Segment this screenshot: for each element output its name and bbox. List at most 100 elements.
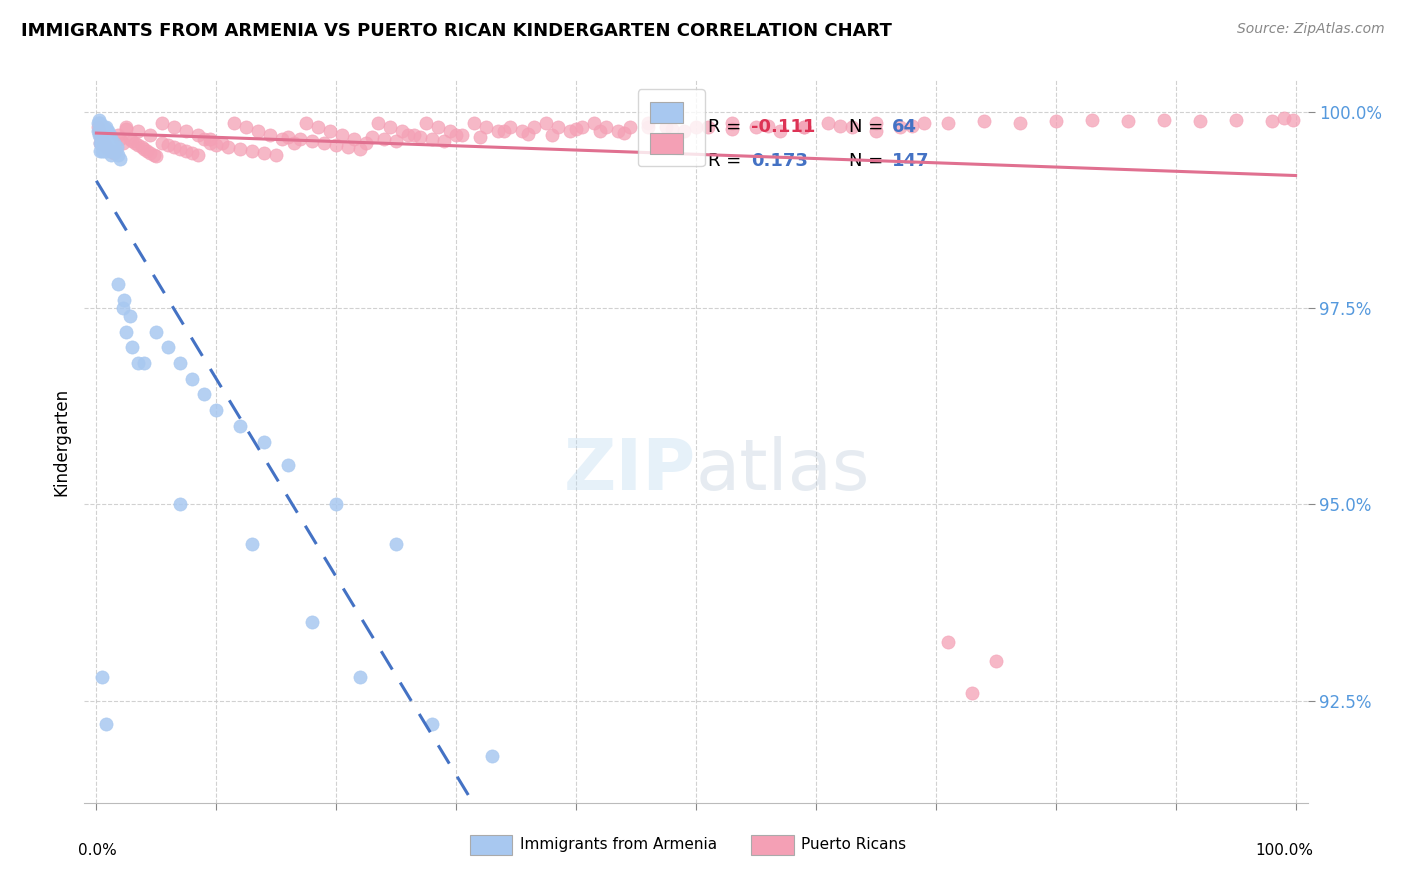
Point <box>112 293 135 308</box>
Point <box>361 129 384 144</box>
Point <box>134 356 156 370</box>
Point <box>510 124 533 138</box>
Point <box>685 120 707 135</box>
Bar <box>751 835 794 855</box>
Point <box>409 129 432 144</box>
Point <box>139 145 162 160</box>
Text: N =: N = <box>849 119 889 136</box>
Point <box>307 120 329 135</box>
Point <box>121 134 143 148</box>
Point <box>103 136 125 150</box>
Point <box>110 132 132 146</box>
Point <box>115 325 138 339</box>
Point <box>89 116 111 130</box>
Text: Immigrants from Armenia: Immigrants from Armenia <box>520 838 717 852</box>
Point <box>1080 112 1102 127</box>
Point <box>217 140 239 154</box>
Point <box>205 403 228 417</box>
Point <box>86 116 108 130</box>
Point <box>100 132 122 146</box>
Point <box>697 120 720 135</box>
Bar <box>470 835 513 855</box>
Text: atlas: atlas <box>696 436 870 505</box>
Point <box>271 132 294 146</box>
Point <box>127 137 149 152</box>
Point <box>439 124 461 138</box>
Point <box>247 124 270 138</box>
Point <box>142 148 165 162</box>
Point <box>547 120 569 135</box>
Point <box>253 145 276 160</box>
Point <box>89 128 111 143</box>
Point <box>115 120 138 135</box>
Point <box>187 128 209 143</box>
Point <box>349 670 371 684</box>
Point <box>354 136 377 150</box>
Point <box>90 128 112 143</box>
Point <box>534 116 557 130</box>
Point <box>984 655 1007 669</box>
Point <box>94 140 117 154</box>
Point <box>145 325 167 339</box>
Point <box>89 124 111 138</box>
Point <box>169 142 191 156</box>
Point <box>87 124 110 138</box>
Point <box>637 120 659 135</box>
Point <box>118 132 141 146</box>
Point <box>89 144 111 158</box>
Text: R =: R = <box>709 119 747 136</box>
Point <box>558 124 581 138</box>
Point <box>187 148 209 162</box>
Point <box>517 127 540 141</box>
Y-axis label: Kindergarten: Kindergarten <box>52 387 70 496</box>
Point <box>793 120 815 135</box>
Point <box>1008 116 1031 130</box>
Point <box>444 128 467 143</box>
Point <box>91 670 114 684</box>
Point <box>301 615 323 630</box>
Point <box>745 120 768 135</box>
Point <box>107 148 129 162</box>
Point <box>101 144 124 158</box>
Point <box>283 136 305 150</box>
Text: -0.111: -0.111 <box>751 119 815 136</box>
Point <box>607 124 630 138</box>
Point <box>1045 114 1067 128</box>
Point <box>427 120 450 135</box>
Point <box>91 132 114 146</box>
Text: 0.0%: 0.0% <box>79 843 117 857</box>
Point <box>90 136 112 150</box>
Point <box>121 340 143 354</box>
Point <box>769 124 792 138</box>
Point <box>373 132 395 146</box>
Point <box>131 140 153 154</box>
Point <box>619 120 641 135</box>
Point <box>89 136 111 150</box>
Point <box>385 536 408 550</box>
Text: R =: R = <box>709 153 747 170</box>
Point <box>295 116 318 130</box>
Point <box>290 132 312 146</box>
Point <box>169 497 191 511</box>
Point <box>672 124 695 138</box>
Point <box>224 116 246 130</box>
Point <box>91 136 114 150</box>
Point <box>264 148 287 162</box>
Point <box>901 119 924 133</box>
Point <box>86 124 108 138</box>
Point <box>111 301 134 315</box>
Point <box>87 128 110 143</box>
Point <box>721 116 744 130</box>
Point <box>1272 111 1295 125</box>
Point <box>97 124 120 138</box>
Point <box>415 116 437 130</box>
Point <box>115 122 138 136</box>
Point <box>103 145 125 160</box>
Point <box>349 142 371 156</box>
Point <box>661 122 683 136</box>
Point <box>150 116 173 130</box>
Point <box>325 497 347 511</box>
Point <box>637 116 659 130</box>
Point <box>90 120 112 135</box>
Point <box>94 120 117 135</box>
